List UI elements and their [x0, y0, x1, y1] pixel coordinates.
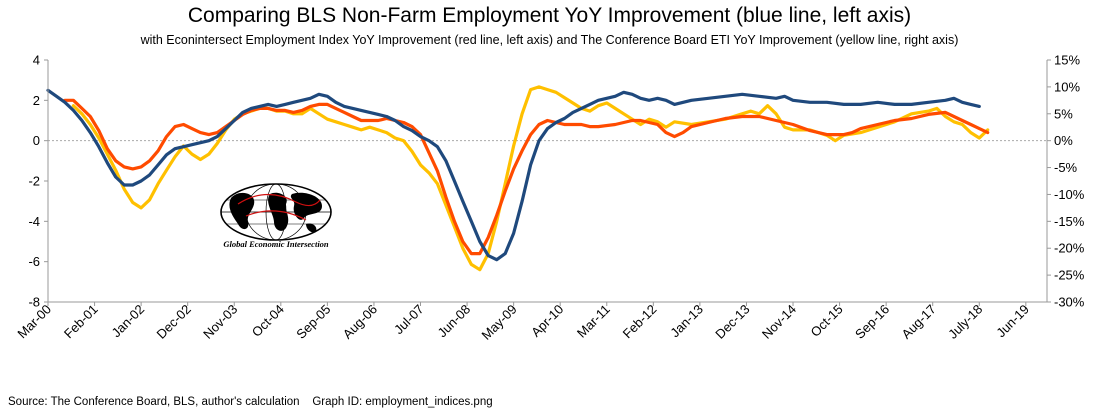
left-axis-tick-label: -2 [28, 174, 40, 189]
graph-id: Graph ID: employment_indices.png [312, 396, 493, 408]
right-axis-tick-label: 5% [1054, 106, 1073, 121]
x-axis-tick-label: Jun-08 [434, 302, 473, 341]
x-axis-tick-label: Feb-01 [61, 302, 101, 342]
right-axis-tick-label: 10% [1054, 79, 1080, 94]
x-axis-tick-label: Jun-19 [993, 302, 1032, 341]
x-axis-tick-label: Oct-15 [808, 302, 846, 340]
right-axis-tick-label: 0% [1054, 133, 1073, 148]
left-axis-tick-label: 0 [33, 133, 40, 148]
x-axis-tick-label: Jan-13 [667, 302, 706, 341]
x-axis-tick-label: Jul-07 [391, 302, 427, 338]
x-axis-tick-label: Sep-05 [293, 302, 333, 342]
right-axis-tick-label: 15% [1054, 53, 1080, 68]
x-axis-tick-label: Dec-13 [712, 302, 752, 342]
right-axis-tick-label: -25% [1054, 268, 1085, 283]
chart-axes: 4 2 0 -2 -4 -6 -8 15% 10% 5% 0% -5% -10% -15% -20% -25%… [14, 53, 1084, 343]
footer: Source: The Conference Board, BLS, autho… [8, 396, 493, 408]
left-axis-tick-label: -6 [28, 254, 40, 269]
conference-board-eti-series-line [71, 85, 990, 272]
x-axis-tick-label: Aug-17 [899, 302, 939, 342]
left-axis-tick-label: -8 [28, 295, 40, 310]
econintersect-index-series-line [63, 98, 990, 256]
right-axis-tick-label: -30% [1054, 295, 1085, 310]
x-axis-tick-label: Apr-10 [528, 302, 566, 340]
x-axis-tick-label: Oct-04 [249, 302, 287, 340]
right-axis-tick-label: -5% [1054, 160, 1078, 175]
x-axis-tick-label: Aug-06 [340, 302, 380, 342]
x-axis-tick-label: Dec-02 [154, 302, 194, 342]
global-economic-intersection-logo: Global Economic Intersection [220, 183, 332, 249]
x-axis-tick-label: Feb-12 [620, 302, 660, 342]
right-axis-tick-label: -20% [1054, 241, 1085, 256]
chart-subtitle: with Econintersect Employment Index YoY … [140, 33, 959, 47]
bls-employment-series-line [46, 88, 981, 262]
chart-series [46, 85, 990, 272]
chart-title: Comparing BLS Non-Farm Employment YoY Im… [187, 4, 912, 27]
right-axis-tick-label: -15% [1054, 214, 1085, 229]
left-axis-tick-label: -4 [28, 214, 40, 229]
x-axis-tick-label: July-18 [945, 302, 985, 342]
left-axis-tick-label: 4 [33, 53, 40, 68]
x-axis-tick-label: May-09 [478, 302, 519, 343]
left-axis-tick-label: 2 [33, 93, 40, 108]
x-axis-tick-label: Jan-02 [109, 302, 148, 341]
x-axis-tick-label: Nov-14 [759, 302, 799, 342]
source-note: Source: The Conference Board, BLS, autho… [8, 396, 300, 408]
right-axis-tick-label: -10% [1054, 187, 1085, 202]
x-axis-tick-label: Nov-03 [200, 302, 240, 342]
x-axis-tick-label: Mar-11 [574, 302, 613, 341]
logo-caption: Global Economic Intersection [223, 239, 329, 249]
x-axis-tick-label: Sep-16 [852, 302, 892, 342]
